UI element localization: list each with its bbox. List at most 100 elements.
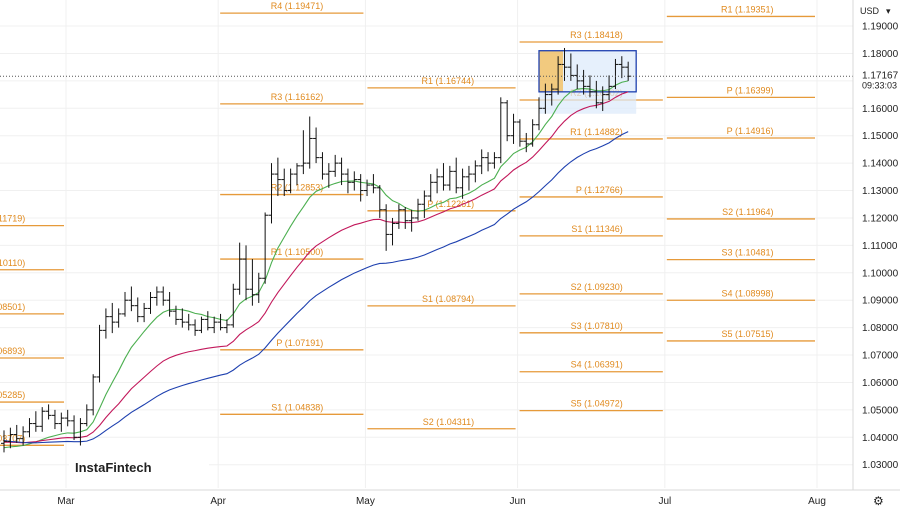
ohlc-bar xyxy=(536,97,543,131)
ohlc-bar xyxy=(459,168,466,199)
ohlc-bar xyxy=(351,171,358,191)
ohlc-bar xyxy=(370,174,377,194)
ohlc-bar xyxy=(440,163,447,191)
ohlc-bar xyxy=(236,242,243,295)
moving-average-line xyxy=(3,131,629,444)
ohlc-bar xyxy=(45,404,52,420)
ohlc-bar xyxy=(580,69,587,95)
ohlc-bar xyxy=(96,324,103,383)
ohlc-bar xyxy=(574,64,581,90)
y-tick-label: 1.09000 xyxy=(862,296,899,307)
ohlc-bar xyxy=(51,409,58,430)
watermark-logo: InstaFintech xyxy=(75,460,152,475)
pivot-label: R3 (1.08501) xyxy=(0,302,25,312)
ohlc-bar xyxy=(402,206,409,229)
price-tag-bg xyxy=(855,68,900,91)
ohlc-bar xyxy=(383,204,390,251)
pivot-label: R4 (1.10110) xyxy=(0,258,25,268)
ohlc-bar xyxy=(599,86,606,112)
x-tick-label: Mar xyxy=(57,496,75,507)
currency-label[interactable]: USD xyxy=(860,6,880,16)
y-tick-label: 1.14000 xyxy=(862,159,899,170)
chevron-down-icon[interactable]: ▾ xyxy=(886,6,891,16)
pivot-label: R1 (1.19351) xyxy=(721,4,774,14)
ohlc-bar xyxy=(561,47,568,81)
ohlc-bar xyxy=(472,160,479,183)
pivot-label: P (1.12261) xyxy=(427,199,474,209)
ohlc-bar xyxy=(20,426,27,446)
ohlc-bar xyxy=(478,149,485,175)
ohlc-bar xyxy=(344,168,351,194)
x-axis[interactable]: Mar Apr May Jun Jul Aug xyxy=(0,489,900,507)
ohlc-bar xyxy=(281,168,288,197)
y-tick-label: 1.11000 xyxy=(862,241,898,252)
ohlc-bar xyxy=(166,291,173,317)
y-tick-label: 1.12000 xyxy=(862,213,899,224)
pivot-label: S1 (1.08794) xyxy=(422,294,474,304)
pivot-label: S2 (1.09230) xyxy=(571,282,623,292)
ohlc-bar xyxy=(192,319,199,336)
pivot-label: S4 (1.08998) xyxy=(721,288,773,298)
ohlc-bar xyxy=(491,152,498,169)
settings-gear-icon[interactable]: ⚙ xyxy=(873,494,884,508)
ohlc-bar xyxy=(497,97,504,164)
pivot-label: R2 (1.12853) xyxy=(271,183,324,193)
ohlc-bar xyxy=(529,119,536,147)
ohlc-bar xyxy=(357,174,364,202)
ohlc-bar xyxy=(421,190,428,218)
x-tick-label: Apr xyxy=(210,496,226,507)
pivot-label: S3 (1.10481) xyxy=(721,248,773,258)
ohlc-bar xyxy=(446,165,453,191)
ohlc-bar xyxy=(606,75,613,101)
ohlc-bar xyxy=(26,418,33,438)
moving-averages xyxy=(3,80,629,449)
x-tick-label: Aug xyxy=(808,496,826,507)
pivot-label: S5 (1.04972) xyxy=(571,399,623,409)
ohlc-bar xyxy=(306,116,313,169)
y-tick-label: 1.03000 xyxy=(862,460,899,471)
pivot-label: R1 (1.10500) xyxy=(271,247,324,257)
current-price-label: 1.17167 xyxy=(862,70,899,81)
ohlc-bar xyxy=(389,217,396,246)
ohlc-bar xyxy=(427,174,434,202)
y-tick-label: 1.19000 xyxy=(862,22,899,33)
ohlc-bar xyxy=(153,286,160,306)
ohlc-bar xyxy=(376,185,383,218)
ohlc-bar xyxy=(332,154,339,177)
pivot-label: R2 (1.06893) xyxy=(0,346,25,356)
chart-ui: InstaFintech USD ▾ ⚙ xyxy=(69,6,891,508)
ohlc-bar xyxy=(115,308,122,328)
pivot-label: P (1.14916) xyxy=(727,126,774,136)
y-axis[interactable]: 1.190001.180001.170001.160001.150001.140… xyxy=(852,0,900,490)
y-tick-label: 1.05000 xyxy=(862,405,899,416)
ohlc-bar xyxy=(185,313,192,331)
y-tick-label: 1.06000 xyxy=(862,378,899,389)
pivot-label: S1 (1.04838) xyxy=(271,402,323,412)
pivot-label: S3 (1.07810) xyxy=(571,321,623,331)
pivot-label: S5 (1.07515) xyxy=(721,329,773,339)
ohlc-bar xyxy=(102,308,109,339)
ohlc-bar xyxy=(510,113,517,144)
ohlc-bar xyxy=(485,152,492,172)
y-tick-label: 1.13000 xyxy=(862,186,899,197)
ohlc-bar xyxy=(313,127,320,164)
ohlc-bar xyxy=(523,132,530,153)
y-tick-label: 1.16000 xyxy=(862,104,899,115)
pivot-label: R1 (1.05285) xyxy=(0,390,25,400)
ohlc-bar xyxy=(198,316,205,334)
ohlc-bar xyxy=(211,316,218,334)
ohlc-bar xyxy=(319,152,326,180)
ohlc-bar xyxy=(58,412,65,432)
ohlc-bar xyxy=(141,302,148,323)
ohlc-bar xyxy=(548,83,555,106)
pivot-label: R1 (1.16744) xyxy=(422,76,475,86)
ohlc-bar xyxy=(109,302,116,334)
y-tick-label: 1.08000 xyxy=(862,323,899,334)
ohlc-bar xyxy=(39,407,46,432)
ohlc-bar xyxy=(338,157,345,186)
pivot-label: S4 (1.06391) xyxy=(571,360,623,370)
ohlc-bar xyxy=(516,119,523,147)
x-tick-label: Jun xyxy=(510,496,526,507)
